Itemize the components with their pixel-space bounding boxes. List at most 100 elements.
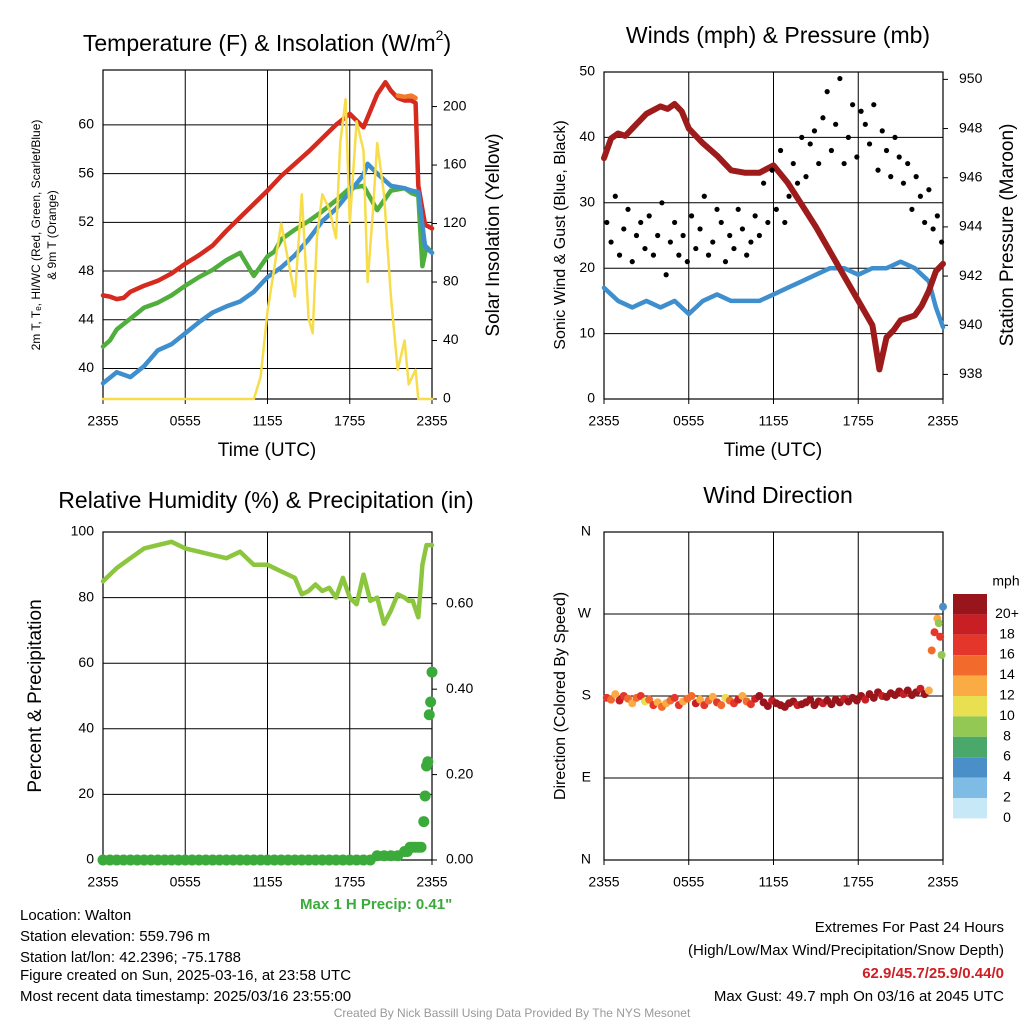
temperature-y2tick-label-4: 160 — [443, 156, 467, 172]
winds-series-2-point-58 — [850, 102, 856, 108]
winds-series-2-point-9 — [642, 245, 648, 252]
direction-xtick-label-0: 2355 — [588, 874, 619, 890]
winds-series-2-point-65 — [879, 128, 885, 134]
winds-series-2-point-13 — [659, 200, 665, 206]
winds-series-2-point-75 — [922, 219, 928, 226]
humidity-xtick-label-3: 1755 — [334, 874, 365, 890]
direction-point-81 — [936, 632, 945, 641]
winds-series-2-point-68 — [892, 134, 898, 140]
temperature-series-1-line — [395, 93, 418, 101]
winds-series-2-point-34 — [748, 239, 754, 245]
humidity-series-1-point-51 — [418, 816, 430, 828]
direction-point-6 — [628, 699, 637, 708]
winds-series-2-point-12 — [655, 232, 661, 239]
winds-series-2-point-66 — [883, 147, 890, 154]
winds-series-2-point-17 — [676, 252, 682, 258]
direction-point-36 — [755, 692, 764, 700]
winds-series-2-point-35 — [752, 213, 758, 219]
humidity-ytick-label-1: 20 — [78, 785, 94, 801]
direction-legend-label-2: 16 — [999, 646, 1015, 662]
humidity-series-0-line — [100, 539, 435, 627]
winds-series-2-point-70 — [900, 180, 907, 186]
station-location: Location: Walton — [20, 907, 132, 924]
direction-legend-label-0: 20+ — [995, 605, 1019, 621]
direction-xtick-label-3: 1755 — [843, 874, 874, 890]
extremes-values: 62.9/45.7/25.9/0.44/0 — [862, 965, 1004, 982]
winds-series-2-point-63 — [871, 102, 877, 108]
temperature-ytick-label-3: 52 — [78, 213, 94, 229]
humidity-ytick-label-4: 80 — [78, 588, 94, 604]
winds-series-2-point-78 — [934, 213, 940, 219]
direction-point-48 — [806, 695, 815, 704]
temperature-xtick-label-1: 0555 — [170, 413, 201, 429]
winds-series-2-point-61 — [862, 121, 868, 127]
temperature-ylabel-line-2: & 9m T (Orange) — [45, 190, 59, 280]
humidity-xtick-label-4: 2355 — [416, 874, 447, 890]
winds-series-2-point-44 — [790, 160, 796, 167]
winds-series-2-point-3 — [616, 252, 623, 258]
winds-y2tick-label-6: 950 — [959, 70, 983, 86]
winds-ytick-label-0: 0 — [587, 390, 595, 406]
winds-series-2-point-45 — [794, 180, 801, 186]
humidity-series-1-point-52 — [419, 790, 431, 802]
temperature-y2tick-label-5: 200 — [443, 97, 467, 113]
temperature-xtick-label-2: 1155 — [252, 413, 282, 429]
winds-series-2-point-28 — [722, 259, 729, 265]
direction-legend-swatch-5 — [953, 696, 987, 717]
direction-point-78 — [930, 628, 939, 637]
winds-series-2-point-50 — [816, 160, 822, 167]
direction-point-38 — [763, 702, 772, 711]
temperature-xtick-label-3: 1755 — [334, 413, 365, 429]
humidity-title: Relative Humidity (%) & Precipitation (i… — [58, 487, 473, 513]
winds-y2tick-label-5: 948 — [959, 119, 983, 135]
temperature-y2tick-label-3: 120 — [443, 214, 467, 230]
winds-series-2-point-77 — [930, 226, 936, 232]
winds-ytick-label-4: 40 — [579, 128, 595, 144]
direction-legend-label-5: 10 — [999, 707, 1015, 723]
temperature-ytick-label-4: 56 — [78, 164, 94, 180]
winds-series-2-point-39 — [769, 167, 775, 173]
winds-chart: 2355 0555 1155 1755 2355 0 10 20 30 40 50 938 940 942… — [552, 22, 1018, 461]
temperature-ylabel-right: Solar Insolation (Yellow) — [483, 133, 504, 336]
humidity-series-1-point-54 — [422, 756, 434, 768]
max-precip-label: Max 1 H Precip: 0.41" — [300, 896, 453, 913]
winds-series-2-point-31 — [735, 206, 741, 212]
direction-point-27 — [717, 701, 726, 710]
direction-ytick-label-3: W — [578, 605, 592, 621]
direction-legend-label-6: 8 — [1003, 727, 1011, 743]
winds-series-2-point-21 — [693, 245, 699, 252]
temperature-ytick-label-2: 48 — [78, 262, 94, 278]
humidity-xtick-label-0: 2355 — [87, 874, 118, 890]
temperature-xlabel: Time (UTC) — [218, 440, 317, 461]
direction-point-32 — [738, 692, 747, 700]
winds-series-2-point-22 — [697, 226, 703, 232]
humidity-ytick-label-3: 60 — [78, 654, 94, 670]
winds-series-2-point-59 — [854, 154, 860, 160]
winds-series-2-point-33 — [744, 252, 750, 258]
temperature-ylabel-line-1: 2m T, Tₑ, HI/WC (Red, Green, Scarlet/Blu… — [29, 120, 43, 351]
direction-point-16 — [670, 693, 679, 702]
temperature-ytick-label-1: 44 — [78, 310, 94, 326]
winds-series-1-line — [601, 101, 946, 373]
winds-ytick-label-5: 50 — [579, 63, 595, 79]
winds-series-2-point-23 — [701, 193, 707, 199]
winds-series-2-point-0 — [604, 219, 610, 226]
winds-series-2-point-49 — [811, 128, 818, 134]
direction-point-1 — [607, 695, 616, 704]
winds-series-2-point-41 — [777, 147, 784, 154]
winds-series-2-point-14 — [663, 272, 669, 278]
winds-series-2-point-51 — [820, 115, 826, 121]
direction-point-83 — [939, 602, 947, 611]
winds-series-2-point-73 — [913, 174, 919, 180]
winds-series-2-point-20 — [688, 213, 695, 219]
humidity-series-1-point-57 — [426, 666, 438, 678]
humidity-series-1-point-50 — [415, 841, 427, 853]
direction-legend-label-1: 18 — [999, 625, 1015, 641]
direction-point-76 — [924, 686, 933, 695]
winds-series-2-point-19 — [684, 259, 690, 265]
winds-series-2-point-79 — [938, 239, 945, 245]
winds-y2tick-label-1: 940 — [959, 316, 983, 332]
temperature-series-0-line — [100, 79, 435, 302]
winds-series-2-point-30 — [731, 245, 737, 252]
